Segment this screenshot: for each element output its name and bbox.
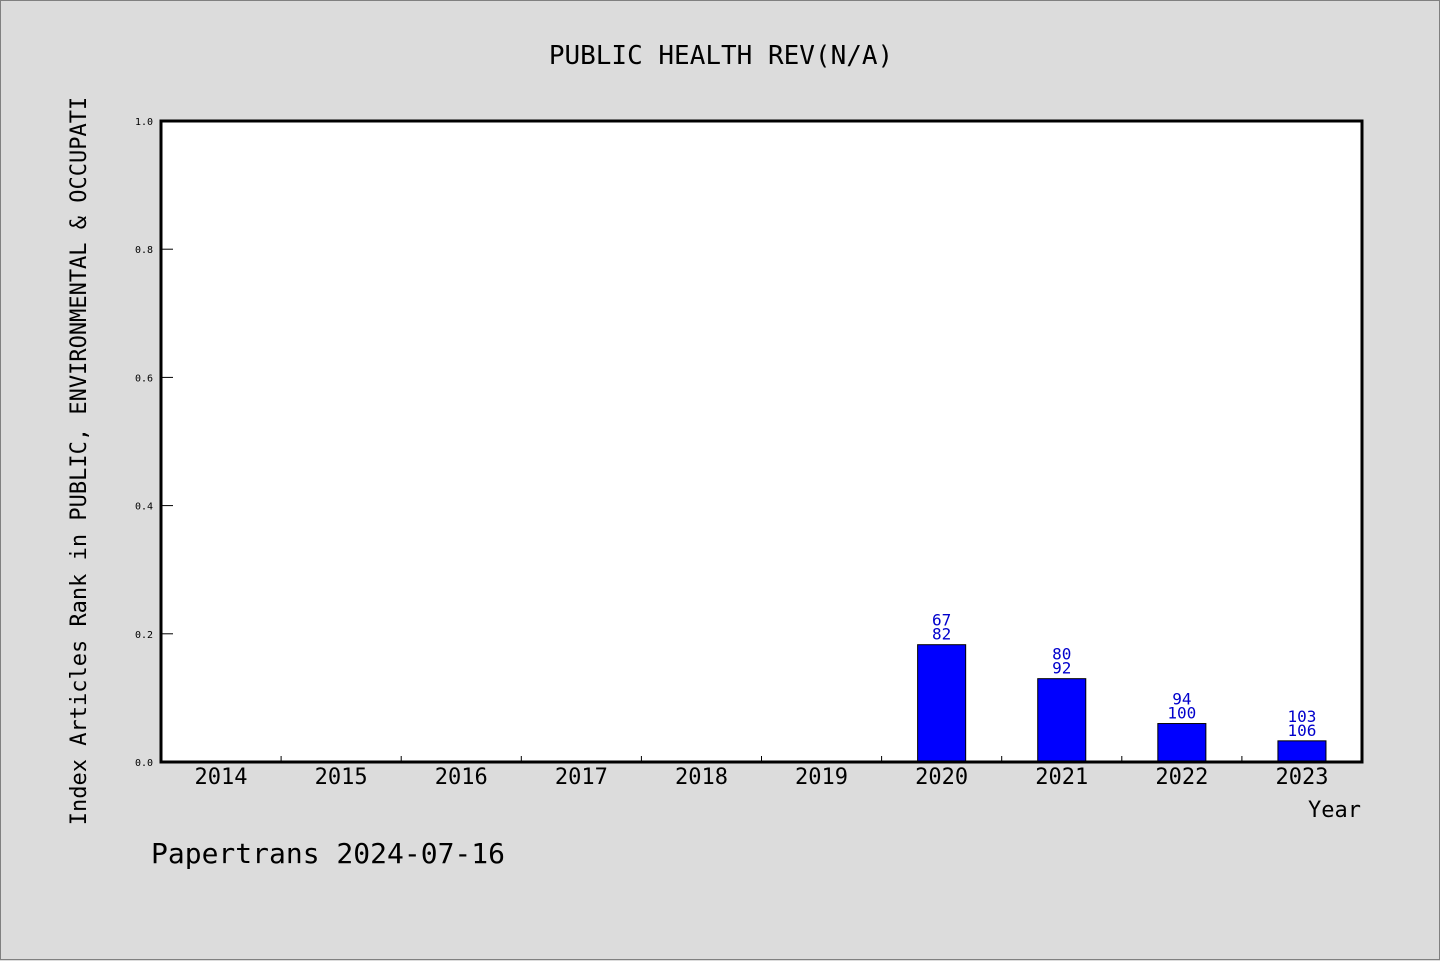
bar-label-rank: 80 [1052, 645, 1071, 664]
y-tick-label: 0.0 [135, 758, 153, 769]
x-tick-label: 2023 [1275, 765, 1328, 790]
bar [1157, 723, 1207, 763]
x-tick-label: 2014 [195, 765, 248, 790]
bar-label-rank: 94 [1172, 690, 1191, 709]
bar-label-rank: 67 [932, 611, 951, 630]
y-tick-label: 0.8 [135, 245, 153, 256]
bar-label-rank: 103 [1287, 707, 1316, 726]
x-axis-label: Year [1308, 798, 1361, 823]
x-tick-label: 2018 [675, 765, 728, 790]
bar [1037, 678, 1087, 763]
footer-text: Papertrans 2024-07-16 [151, 837, 505, 870]
x-tick-label: 2020 [915, 765, 968, 790]
bar-label-total: 100 [1167, 704, 1196, 723]
x-tick-label: 2015 [315, 765, 368, 790]
bar [1277, 740, 1327, 763]
bar-label-total: 82 [932, 625, 951, 644]
chart-title: PUBLIC HEALTH REV(N/A) [549, 41, 893, 71]
bar-label-total: 106 [1287, 721, 1316, 740]
x-tick-label: 2016 [435, 765, 488, 790]
x-tick-label: 2021 [1035, 765, 1088, 790]
plot-area [161, 121, 1362, 762]
y-axis-label: Index Articles Rank in PUBLIC, ENVIRONME… [67, 97, 92, 825]
y-tick-label: 0.4 [135, 502, 153, 513]
y-tick-label: 0.6 [135, 373, 153, 384]
axes-layer: 0.0 0.2 0.4 0.6 0.8 1.0 2014 2015 2016 2017 2018 20… [135, 117, 1329, 790]
x-tick-label: 2019 [795, 765, 848, 790]
y-tick-label: 0.2 [135, 630, 153, 641]
x-tick-label: 2022 [1155, 765, 1208, 790]
bar [917, 644, 967, 763]
bar-label-total: 92 [1052, 659, 1071, 678]
x-tick-label: 2017 [555, 765, 608, 790]
y-tick-label: 1.0 [135, 117, 153, 128]
plot-border [159, 119, 1364, 764]
